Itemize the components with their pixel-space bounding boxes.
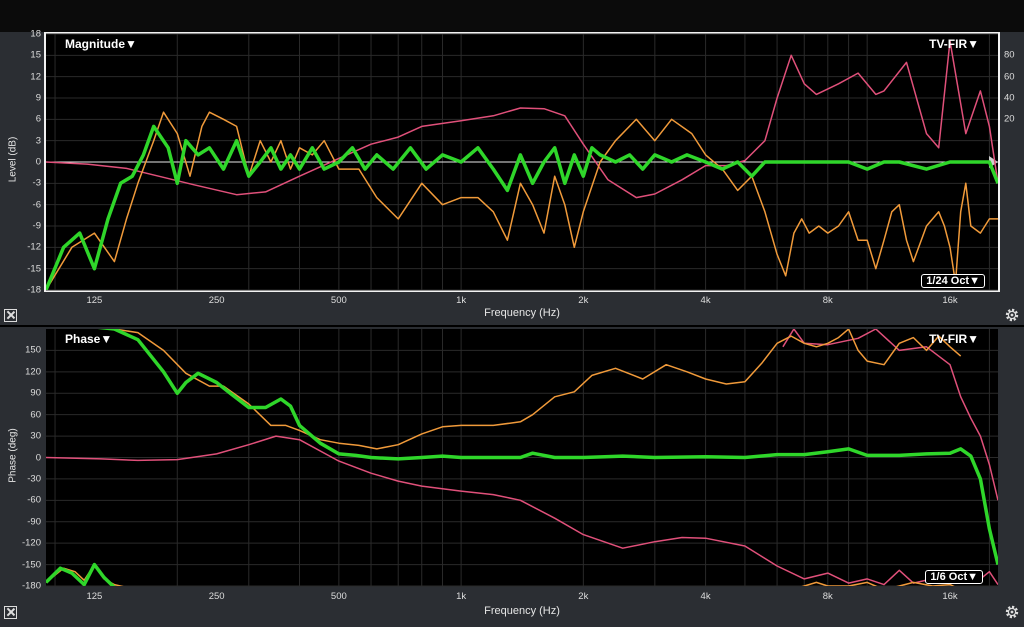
y-tick-label-right: 60 (1004, 71, 1015, 83)
magnitude-panel: Level (dB) Magnitude▼ TV-FIR▼ 1/24 Oct▼ … (0, 28, 1024, 325)
smoothing-dropdown-magnitude[interactable]: 1/24 Oct▼ (921, 274, 985, 288)
y-tick-label: 0 (35, 156, 41, 168)
phase-chart (46, 329, 998, 587)
x-tick-label: 4k (700, 295, 711, 306)
y-tick-label: -30 (27, 473, 41, 485)
series-pink-0 (46, 435, 998, 586)
x-tick-label: 8k (822, 295, 833, 306)
y-tick-label: -18 (27, 284, 41, 296)
phase-dropdown[interactable]: Phase▼ (65, 332, 113, 346)
close-icon[interactable] (4, 309, 17, 322)
x-tick-label: 1k (456, 295, 467, 306)
magnitude-chart (46, 33, 998, 291)
gear-icon[interactable] (1004, 307, 1020, 323)
y-tick-label: 150 (25, 344, 41, 356)
series-orange-4 (801, 581, 955, 586)
series-green-5 (97, 329, 998, 566)
y-tick-label: 12 (30, 71, 41, 83)
y-tick-label: 6 (35, 113, 41, 125)
series-pink-1 (782, 329, 998, 501)
close-icon-phase[interactable] (4, 606, 17, 619)
y-tick-label: -90 (27, 516, 41, 528)
series-pink-0 (46, 40, 998, 199)
grid (46, 329, 998, 587)
y-tick-label: -12 (27, 241, 41, 253)
preset-dropdown-phase[interactable]: TV-FIR▼ (929, 332, 979, 346)
y-tick-label: -15 (27, 263, 41, 275)
x-tick-label: 125 (86, 295, 103, 306)
x-tick-label: 250 (208, 591, 225, 602)
gear-icon-phase[interactable] (1004, 604, 1020, 620)
x-tick-label: 2k (578, 295, 589, 306)
x-tick-label: 8k (822, 591, 833, 602)
y-tick-label-right: 80 (1004, 49, 1015, 61)
x-tick-label: 125 (86, 591, 103, 602)
y-tick-label: -9 (32, 220, 41, 232)
y-tick-label: 3 (35, 135, 41, 147)
magnitude-dropdown[interactable]: Magnitude▼ (65, 37, 137, 51)
preset-dropdown-magnitude[interactable]: TV-FIR▼ (929, 37, 979, 51)
y-tick-label: 120 (25, 366, 41, 378)
x-tick-label: 500 (330, 295, 347, 306)
y-tick-label: 0 (35, 452, 41, 463)
y-tick-label: 15 (30, 49, 41, 61)
x-tick-label: 16k (942, 295, 958, 306)
y-tick-label: -150 (21, 559, 41, 571)
series-green-2 (46, 124, 998, 290)
top-toolbar (0, 0, 1024, 33)
smoothing-dropdown-phase[interactable]: 1/6 Oct▼ (925, 570, 983, 584)
y-tick-label: 9 (35, 92, 41, 104)
x-tick-label: 1k (456, 591, 467, 602)
phase-panel: Phase (deg) Phase▼ TV-FIR▼ 1/6 Oct▼ Freq… (0, 327, 1024, 627)
magnitude-plot[interactable]: Magnitude▼ TV-FIR▼ 1/24 Oct▼ (44, 32, 1000, 292)
y-tick-label-right: 20 (1004, 113, 1015, 125)
x-tick-label: 500 (330, 591, 347, 602)
y-tick-label: -60 (27, 494, 41, 506)
series-orange-2 (103, 329, 962, 450)
y-tick-label: -180 (21, 580, 41, 592)
x-tick-label: 250 (208, 295, 225, 306)
series-green-6 (46, 562, 117, 586)
phase-x-axis-label: Frequency (Hz) (484, 605, 560, 617)
x-tick-label: 4k (700, 591, 711, 602)
x-tick-label: 16k (942, 591, 958, 602)
y-tick-label: 60 (30, 409, 41, 421)
y-tick-label: 90 (30, 387, 41, 399)
y-tick-label: 30 (30, 430, 41, 442)
y-tick-label: -3 (32, 177, 41, 189)
y-tick-label: 18 (30, 28, 41, 40)
series-orange-1 (46, 111, 998, 290)
phase-plot[interactable]: Phase▼ TV-FIR▼ 1/6 Oct▼ (46, 329, 998, 587)
x-tick-label: 2k (578, 591, 589, 602)
magnitude-x-axis-label: Frequency (Hz) (484, 307, 560, 319)
y-tick-label: -120 (21, 537, 41, 549)
y-tick-label: -6 (32, 199, 41, 211)
y-tick-label-right: 40 (1004, 92, 1015, 104)
